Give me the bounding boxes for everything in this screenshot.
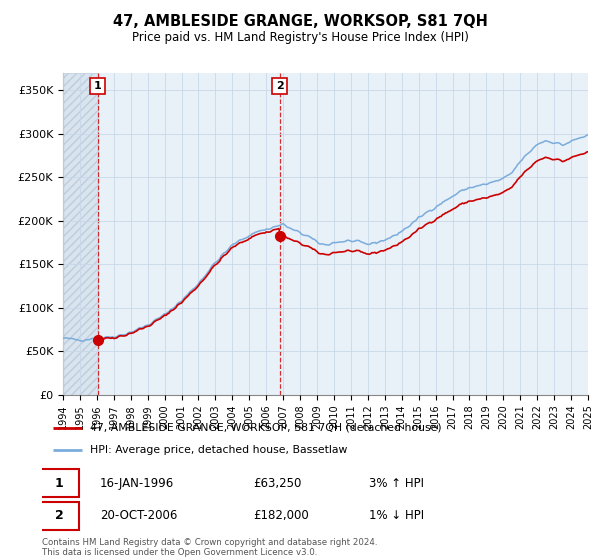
Text: 2: 2 xyxy=(276,81,283,91)
Text: 47, AMBLESIDE GRANGE, WORKSOP, S81 7QH (detached house): 47, AMBLESIDE GRANGE, WORKSOP, S81 7QH (… xyxy=(89,423,441,433)
FancyBboxPatch shape xyxy=(40,502,79,530)
Text: £63,250: £63,250 xyxy=(253,477,302,490)
Text: 1: 1 xyxy=(94,81,101,91)
Text: HPI: Average price, detached house, Bassetlaw: HPI: Average price, detached house, Bass… xyxy=(89,445,347,455)
Text: 47, AMBLESIDE GRANGE, WORKSOP, S81 7QH: 47, AMBLESIDE GRANGE, WORKSOP, S81 7QH xyxy=(113,14,487,29)
FancyBboxPatch shape xyxy=(40,469,79,497)
Bar xyxy=(63,73,98,395)
Text: 1% ↓ HPI: 1% ↓ HPI xyxy=(370,509,424,522)
Text: 2: 2 xyxy=(55,509,63,522)
Text: £182,000: £182,000 xyxy=(253,509,309,522)
Text: Price paid vs. HM Land Registry's House Price Index (HPI): Price paid vs. HM Land Registry's House … xyxy=(131,31,469,44)
Text: 1: 1 xyxy=(55,477,63,490)
Text: 3% ↑ HPI: 3% ↑ HPI xyxy=(370,477,424,490)
Text: 20-OCT-2006: 20-OCT-2006 xyxy=(100,509,178,522)
Text: Contains HM Land Registry data © Crown copyright and database right 2024.
This d: Contains HM Land Registry data © Crown c… xyxy=(42,538,377,557)
Text: 16-JAN-1996: 16-JAN-1996 xyxy=(100,477,175,490)
